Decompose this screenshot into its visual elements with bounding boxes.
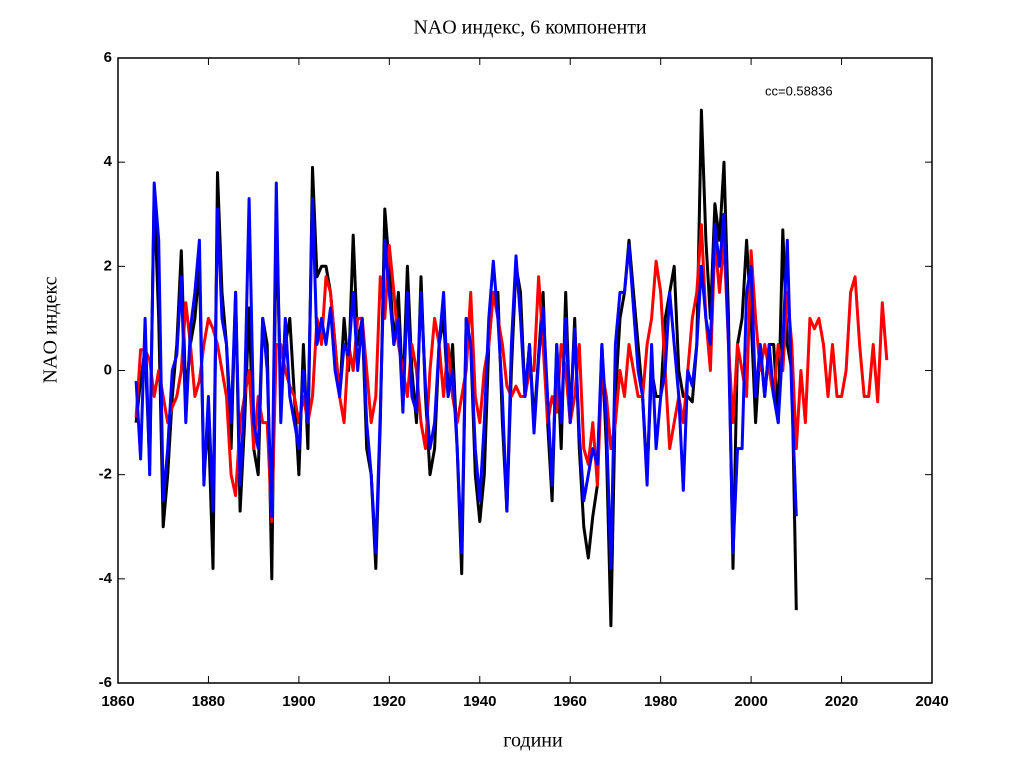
x-tick-label: 1940	[463, 693, 496, 710]
x-tick-label: 1920	[373, 693, 406, 710]
y-tick-label: 0	[104, 361, 112, 378]
x-tick-label: 1860	[101, 693, 134, 710]
y-tick-label: -2	[99, 466, 112, 483]
y-tick-label: 6	[104, 49, 112, 66]
chart-title: NAO индекс, 6 компоненти	[413, 17, 647, 39]
x-tick-label: 2000	[734, 693, 767, 710]
series-line	[134, 181, 798, 570]
y-tick-label: -6	[99, 674, 112, 691]
x-tick-label: 1900	[282, 693, 315, 710]
y-axis-label: NAO индекс	[40, 276, 62, 383]
y-tick-label: 4	[104, 153, 113, 170]
x-axis-label: години	[503, 730, 563, 752]
x-tick-label: 1980	[644, 693, 677, 710]
y-tick-label: -4	[99, 570, 113, 587]
y-tick-label: 2	[104, 257, 112, 274]
annotation: cc=0.58836	[765, 83, 833, 98]
x-tick-label: 2040	[915, 693, 948, 710]
x-tick-label: 2020	[825, 693, 858, 710]
x-tick-label: 1880	[192, 693, 225, 710]
x-tick-label: 1960	[554, 693, 587, 710]
